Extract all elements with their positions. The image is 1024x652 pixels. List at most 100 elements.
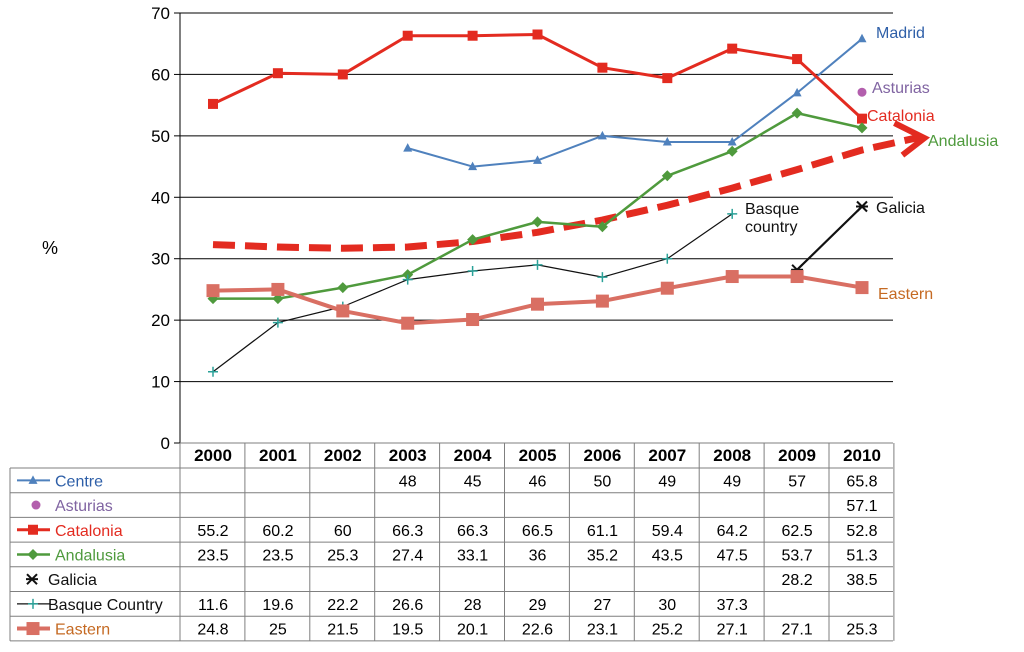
table-header-year: 2002 (324, 446, 362, 465)
table-cell-value: 66.3 (457, 523, 488, 540)
trend-dashed-line (212, 133, 922, 252)
centre-line (407, 38, 863, 168)
table-series-name: Eastern (55, 622, 110, 639)
annotation-galicia: Galicia (876, 200, 925, 217)
plus-marker (28, 598, 38, 609)
table-cell-value: 28.2 (782, 572, 813, 589)
table-cell-value: 35.2 (587, 547, 618, 564)
y-tick-label: 70 (151, 4, 170, 23)
annotation-eastern: Eastern (878, 286, 933, 303)
table-cell-value: 65.8 (846, 473, 877, 490)
square-marker (855, 281, 869, 295)
table-cell-value: 19.5 (392, 622, 423, 639)
plus-marker (597, 272, 608, 283)
asterisk-marker (856, 200, 868, 213)
square-marker (725, 270, 739, 284)
diamond-marker (791, 107, 803, 119)
diamond-marker (27, 548, 39, 560)
y-tick-label: 60 (151, 65, 170, 84)
table-cell-value: 24.8 (197, 622, 228, 639)
square-marker (467, 30, 478, 41)
plus-marker (662, 253, 673, 264)
table-header-year: 2010 (843, 446, 881, 465)
table-header-year: 2001 (259, 446, 297, 465)
table-cell-value: 23.1 (587, 622, 618, 639)
trend-arrow (212, 120, 931, 252)
dot-marker (857, 87, 867, 97)
series-centre (403, 33, 867, 171)
table-cell-value: 61.1 (587, 523, 618, 540)
table-cell-value: 47.5 (717, 547, 748, 564)
square-marker (401, 316, 415, 330)
table-series-name: Galicia (48, 572, 97, 589)
table-cell-value: 57.1 (846, 498, 877, 515)
table-cell-value: 37.3 (717, 597, 748, 614)
table-cell-value: 45 (464, 473, 482, 490)
table-cell-value: 59.4 (652, 523, 683, 540)
table-cell-value: 28 (464, 597, 482, 614)
table-cell-value: 60 (334, 523, 352, 540)
table-series-name: Centre (55, 473, 103, 490)
table-cell-value: 21.5 (327, 622, 358, 639)
series-andalusia (207, 107, 868, 305)
table-series-name: Catalonia (55, 523, 123, 540)
table-cell-value: 33.1 (457, 547, 488, 564)
table-series-name: Asturias (55, 498, 113, 515)
table-cell-value: 25.2 (652, 622, 683, 639)
square-marker (531, 297, 544, 311)
series-eastern (206, 270, 869, 330)
table-header-year: 2004 (454, 446, 492, 465)
plus-marker (272, 317, 283, 328)
series-basque (208, 208, 738, 377)
plus-marker (532, 259, 543, 270)
square-marker (272, 68, 283, 79)
trend-arrowhead (893, 120, 931, 158)
table-header-year: 2008 (713, 446, 751, 465)
table-cell-value: 64.2 (717, 523, 748, 540)
diamond-marker (726, 145, 738, 157)
table-cell-value: 22.6 (522, 622, 553, 639)
triangle-marker (533, 155, 542, 164)
triangle-marker (662, 137, 672, 146)
table-cell-value: 66.3 (392, 523, 423, 540)
annotation-basque-country: Basque (745, 201, 799, 218)
square-marker (206, 284, 220, 298)
diamond-marker (467, 234, 479, 246)
table-cell-value: 57 (788, 473, 806, 490)
y-tick-label: 0 (161, 434, 170, 453)
plus-marker (208, 366, 218, 377)
table-header-year: 2000 (194, 446, 232, 465)
annotation-catalonia: Catalonia (867, 108, 935, 125)
table-cell-value: 25.3 (327, 547, 358, 564)
dot-marker (31, 500, 41, 510)
table-cell-value: 25 (269, 622, 287, 639)
table-cell-value: 23.5 (197, 547, 228, 564)
table-cell-value: 26.6 (392, 597, 423, 614)
table-cell-value: 49 (658, 473, 676, 490)
galicia-line (796, 205, 863, 271)
table-cell-value: 43.5 (652, 547, 683, 564)
square-marker (532, 29, 543, 40)
y-axis-ticks: 0 10 20 30 40 50 60 70 (151, 4, 170, 453)
table-cell-value: 52.8 (846, 523, 877, 540)
triangle-marker (28, 475, 38, 484)
table-cell-value: 23.5 (262, 547, 293, 564)
square-marker (857, 113, 867, 124)
catalonia-line (212, 33, 864, 120)
table-series-name: Andalusia (55, 547, 125, 564)
table-cell-value: 27.4 (392, 547, 423, 564)
table-header-year: 2007 (648, 446, 686, 465)
series-lines (206, 29, 869, 377)
series-catalonia (208, 29, 867, 124)
table-cell-value: 53.7 (782, 547, 813, 564)
table-cell-value: 46 (529, 473, 547, 490)
square-marker (597, 62, 608, 73)
y-tick-label: 30 (151, 250, 170, 269)
y-tick-label: 40 (151, 188, 170, 207)
annotation-asturias: Asturias (872, 80, 930, 97)
table-cell-value: 25.3 (846, 622, 877, 639)
plus-marker (727, 208, 738, 219)
table-cell-value: 27.1 (717, 622, 748, 639)
square-marker (271, 282, 285, 296)
square-marker (727, 43, 738, 54)
